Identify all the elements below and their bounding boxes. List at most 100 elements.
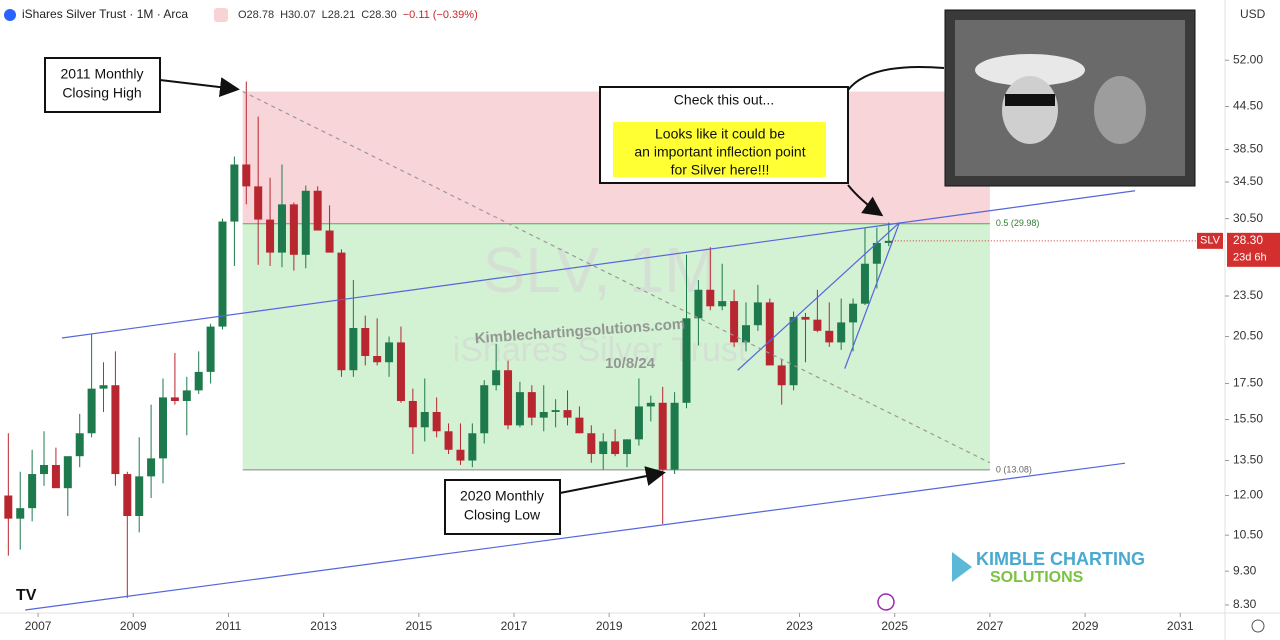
symbol-tag-bg (1197, 232, 1223, 249)
candle-body (444, 431, 453, 450)
annotation-text: 2011 Monthly (60, 66, 143, 82)
candle-body (825, 330, 834, 343)
candle-body (230, 164, 239, 222)
candle-body (206, 326, 215, 372)
candle-body (159, 397, 168, 459)
header-stat: C28.30 (361, 9, 396, 21)
candle-body (753, 302, 762, 326)
candle-body (611, 441, 620, 455)
y-tick-label: 52.00 (1233, 52, 1263, 66)
candle-body (87, 388, 96, 434)
x-tick-label: 2031 (1167, 619, 1194, 633)
candle-body (396, 342, 405, 401)
x-tick-label: 2007 (25, 619, 52, 633)
candle-body (373, 355, 382, 363)
candle-body (277, 204, 286, 253)
candle-body (325, 230, 334, 253)
tv-logo: TV (16, 587, 37, 604)
candle-body (837, 322, 846, 343)
trendline (25, 462, 1126, 611)
x-tick-label: 2013 (310, 619, 337, 633)
events-icon[interactable] (877, 593, 895, 611)
candle-body (539, 411, 548, 418)
fib-label: 0 (13.08) (996, 464, 1032, 474)
header-stat: −0.11 (−0.39%) (403, 9, 478, 21)
x-tick-label: 2015 (405, 619, 432, 633)
watermark-symbol: SLV, 1M (483, 234, 718, 306)
currency[interactable]: USD (1240, 7, 1266, 21)
trendline (242, 90, 991, 464)
highlight (613, 122, 826, 177)
candle-body (40, 464, 49, 475)
logo-text: KIMBLE CHARTING (976, 549, 1145, 569)
x-tick-label: 2021 (691, 619, 718, 633)
y-tick-label: 17.50 (1233, 376, 1263, 390)
candle-body (16, 508, 25, 519)
settings-icon[interactable] (1251, 619, 1265, 633)
annotation-box (44, 57, 161, 113)
trendline (737, 222, 900, 371)
candle-body (718, 301, 727, 307)
candle-body (670, 402, 679, 470)
y-tick-label: 9.30 (1233, 563, 1257, 577)
x-tick-label: 2025 (881, 619, 908, 633)
y-tick-label: 8.30 (1233, 597, 1257, 611)
candle-body (694, 289, 703, 319)
candle-body (135, 476, 144, 516)
candle-body (313, 190, 322, 231)
callout-text: for Silver here!!! (671, 162, 770, 178)
annotation-text: 2020 Monthly (460, 488, 544, 504)
annotation-text: Closing High (62, 85, 141, 101)
candle-body (170, 397, 179, 401)
y-tick-label: 10.50 (1233, 527, 1263, 541)
candle-body (147, 458, 156, 477)
plot-layer (4, 81, 1136, 611)
candle-body (218, 221, 227, 327)
candle-body (575, 417, 584, 434)
candle-body (266, 219, 275, 253)
candle-body (432, 411, 441, 432)
candle-body (63, 456, 72, 489)
candle-body (706, 289, 715, 307)
y-tick-label: 13.50 (1233, 453, 1263, 467)
candle-body (682, 318, 691, 403)
candle-body (504, 370, 513, 426)
annotation-box (444, 479, 561, 535)
price-tag: 28.30 (1233, 233, 1263, 247)
y-tick-label: 20.50 (1233, 329, 1263, 343)
candle-body (801, 316, 810, 320)
header-stat: O28.78 (238, 9, 274, 21)
candle-body (361, 327, 370, 356)
candle-body (123, 474, 132, 516)
candle-body (468, 433, 477, 461)
annotation-arrow (159, 77, 240, 98)
candle-body (480, 385, 489, 434)
trendline (61, 190, 1136, 339)
candle-body (242, 164, 251, 187)
candle-body (349, 327, 358, 371)
y-tick-label: 23.50 (1233, 288, 1263, 302)
photo-face (1094, 76, 1146, 144)
y-tick-label: 12.00 (1233, 488, 1263, 502)
candle-body (385, 342, 394, 363)
candle-body (337, 252, 346, 371)
candle-body (28, 474, 37, 509)
candle-body (420, 411, 429, 428)
annotation-arrow (559, 466, 666, 494)
header-stats: O28.78 H30.07 L28.21 C28.30 −0.11 (−0.39%) (238, 9, 478, 21)
x-tick-label: 2023 (786, 619, 813, 633)
candle-body (587, 433, 596, 455)
photo-hat (975, 54, 1085, 86)
candle-body (730, 301, 739, 343)
candle-body (777, 365, 786, 386)
candle-body (646, 402, 655, 407)
fib-label: 0.5 (29.98) (996, 218, 1040, 228)
indicator-icon (214, 8, 228, 22)
x-tick-label: 2009 (120, 619, 147, 633)
y-tick-label: 44.50 (1233, 99, 1263, 113)
header-stat: L28.21 (322, 9, 356, 21)
callout-title: Check this out... (674, 92, 774, 108)
date-watermark: 10/8/24 (605, 355, 656, 372)
candle-body (4, 495, 13, 519)
